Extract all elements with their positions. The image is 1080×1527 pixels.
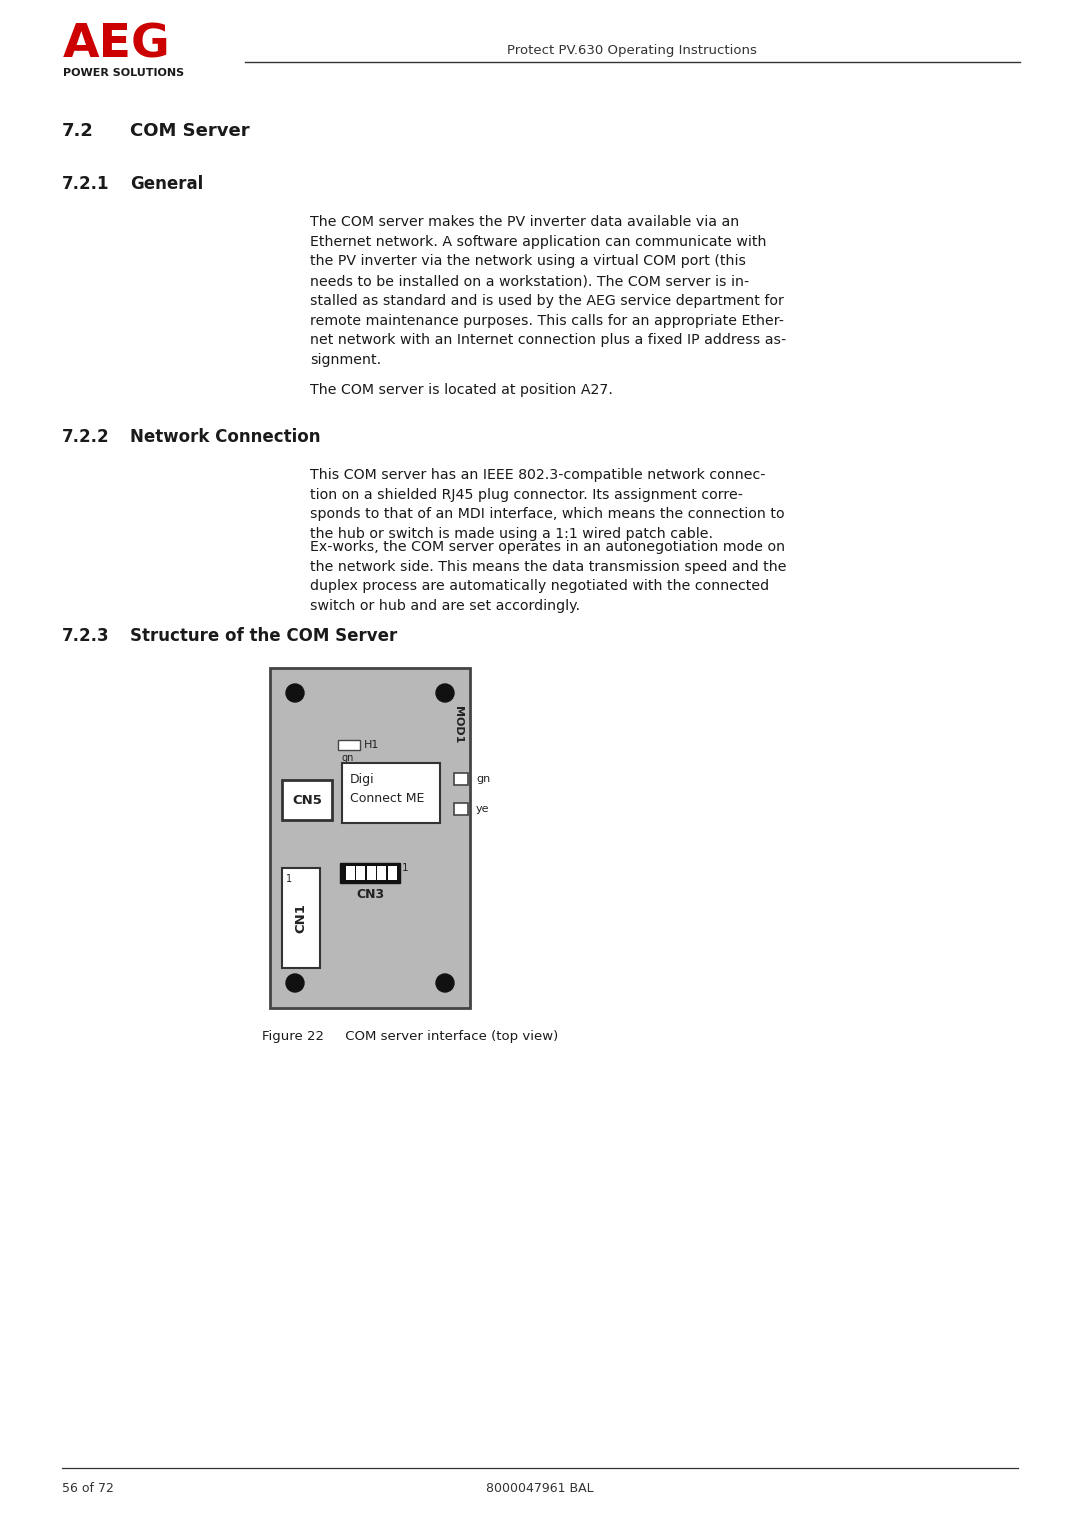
Text: 7.2.3: 7.2.3 <box>62 628 110 644</box>
Text: POWER SOLUTIONS: POWER SOLUTIONS <box>63 69 184 78</box>
Bar <box>454 803 468 815</box>
Bar <box>340 863 400 883</box>
Bar <box>282 867 320 968</box>
Text: 56 of 72: 56 of 72 <box>62 1483 113 1495</box>
Bar <box>356 866 365 880</box>
Text: CN5: CN5 <box>292 794 322 806</box>
Text: This COM server has an IEEE 802.3-compatible network connec-
tion on a shielded : This COM server has an IEEE 802.3-compat… <box>310 467 785 541</box>
Text: gn: gn <box>342 753 354 764</box>
Circle shape <box>436 974 454 993</box>
Text: The COM server is located at position A27.: The COM server is located at position A2… <box>310 383 612 397</box>
Text: CN3: CN3 <box>356 889 384 901</box>
Text: Ex-works, the COM server operates in an autonegotiation mode on
the network side: Ex-works, the COM server operates in an … <box>310 541 786 614</box>
Bar <box>454 773 468 785</box>
Text: Connect ME: Connect ME <box>350 793 424 806</box>
Text: 7.2.1: 7.2.1 <box>62 176 109 192</box>
Text: The COM server makes the PV inverter data available via an
Ethernet network. A s: The COM server makes the PV inverter dat… <box>310 215 786 366</box>
Bar <box>282 780 332 820</box>
Bar <box>377 866 387 880</box>
Text: 7.2: 7.2 <box>62 122 94 140</box>
Text: gn: gn <box>476 774 490 783</box>
Bar <box>270 667 470 1008</box>
Circle shape <box>286 684 303 702</box>
Text: General: General <box>130 176 203 192</box>
Text: 1: 1 <box>402 863 408 873</box>
Text: Structure of the COM Server: Structure of the COM Server <box>130 628 397 644</box>
Text: ye: ye <box>476 805 489 814</box>
Circle shape <box>436 684 454 702</box>
Circle shape <box>286 974 303 993</box>
Bar <box>338 741 360 750</box>
Text: MOD1: MOD1 <box>453 705 463 744</box>
Text: AEG: AEG <box>63 21 171 67</box>
Text: Network Connection: Network Connection <box>130 428 321 446</box>
Text: 8000047961 BAL: 8000047961 BAL <box>486 1483 594 1495</box>
Text: Digi: Digi <box>350 773 375 785</box>
Bar <box>346 866 355 880</box>
Text: Figure 22     COM server interface (top view): Figure 22 COM server interface (top view… <box>262 1031 558 1043</box>
Text: CN1: CN1 <box>295 902 308 933</box>
Text: COM Server: COM Server <box>130 122 249 140</box>
Bar <box>388 866 396 880</box>
Text: H1: H1 <box>364 741 379 750</box>
Bar <box>367 866 376 880</box>
Bar <box>342 764 440 823</box>
Text: 7.2.2: 7.2.2 <box>62 428 110 446</box>
Text: 1: 1 <box>286 873 292 884</box>
Text: Protect PV.630 Operating Instructions: Protect PV.630 Operating Instructions <box>508 44 757 56</box>
